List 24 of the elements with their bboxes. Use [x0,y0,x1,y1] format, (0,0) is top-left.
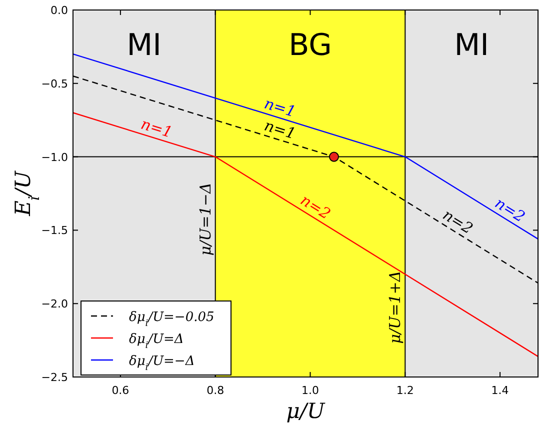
ref-line-label: μ/U=1−Δ [196,182,214,256]
annotation: n=1 [138,114,174,142]
band-label: MI [126,28,162,63]
x-tick-label: 1.0 [301,384,319,397]
band-label: MI [454,28,489,63]
annotation: n=2 [492,194,528,226]
legend-label: δμ$_{i}$/U=Δ [129,332,184,351]
y-tick-label: −2.5 [41,371,68,384]
band-label: BG [288,28,332,63]
ref-line-label: μ/U=1+Δ [386,270,404,344]
x-tick-label: 0.6 [112,384,130,397]
y-tick-label: −1.5 [41,224,68,238]
x-tick-label: 1.2 [396,384,414,397]
annotation: n=2 [297,191,334,224]
y-tick-label: −0.5 [41,77,68,90]
x-tick-label: 0.8 [206,384,224,397]
y-tick-label: −2.0 [41,298,68,311]
x-axis-title: μ/U [286,399,326,423]
y-tick-label: −1.0 [41,150,68,164]
legend-label: δμ$_{i}$/U=−Δ [129,354,195,373]
legend-label: δμ$_{i}$/U=−0.05 [129,310,214,329]
x-tick-label: 1.4 [491,384,509,397]
y-tick-label: 0.0 [50,4,68,17]
annotation: n=2 [440,206,476,238]
